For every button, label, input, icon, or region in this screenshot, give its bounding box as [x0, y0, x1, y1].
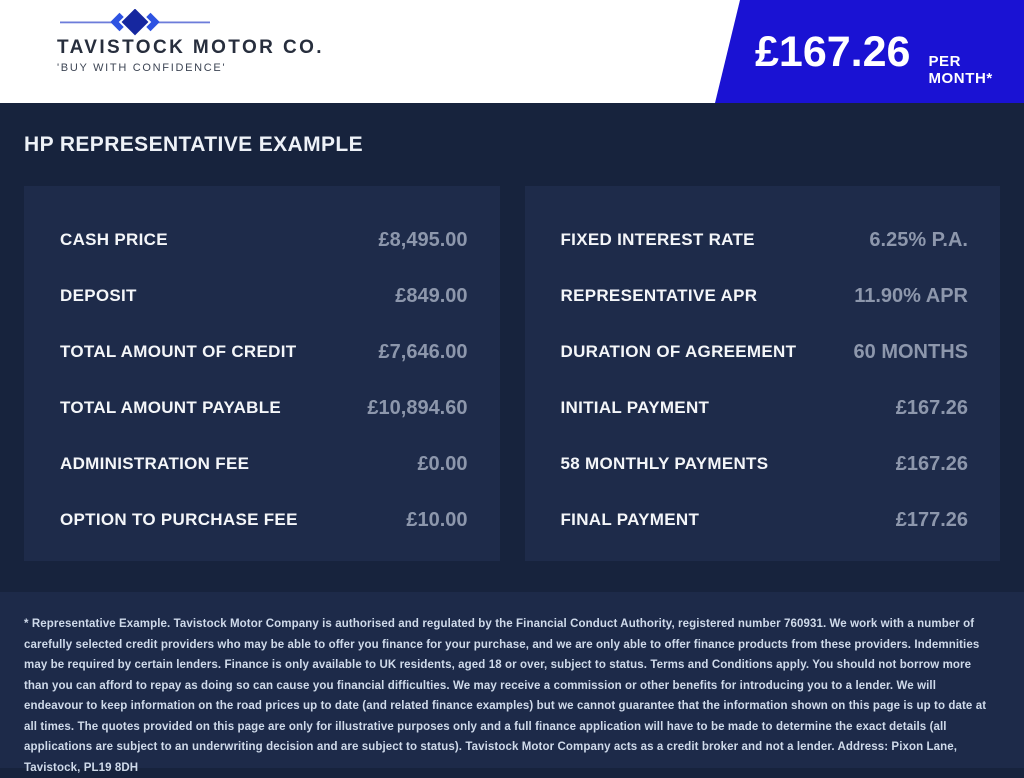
dealer-tagline: 'BUY WITH CONFIDENCE': [57, 62, 227, 74]
finance-row: REPRESENTATIVE APR 11.90% APR: [561, 268, 969, 324]
finance-row-label: FIXED INTEREST RATE: [560, 230, 755, 249]
finance-row-label: 58 MONTHLY PAYMENTS: [560, 454, 769, 473]
finance-row-value: £167.26: [895, 452, 968, 475]
finance-row-label: INITIAL PAYMENT: [560, 398, 710, 417]
finance-row-value: 60 MONTHS: [853, 340, 968, 363]
finance-row-value: £0.00: [417, 452, 468, 475]
finance-row-value: £167.26: [895, 396, 968, 419]
finance-row: INITIAL PAYMENT £167.26: [561, 380, 969, 436]
monthly-price-amount: £167.26: [755, 28, 911, 76]
header: TAVISTOCK MOTOR CO. 'BUY WITH CONFIDENCE…: [0, 0, 1024, 103]
finance-row-label: REPRESENTATIVE APR: [560, 286, 758, 305]
finance-row-label: TOTAL AMOUNT OF CREDIT: [60, 342, 297, 361]
finance-row: TOTAL AMOUNT OF CREDIT £7,646.00: [60, 324, 468, 380]
finance-row: 58 MONTHLY PAYMENTS £167.26: [561, 436, 969, 492]
legal-disclaimer: * Representative Example. Tavistock Moto…: [24, 618, 987, 774]
finance-row-value: 11.90% APR: [854, 284, 968, 307]
finance-row-label: OPTION TO PURCHASE FEE: [60, 510, 298, 529]
monthly-price-banner: £167.26 PER MONTH*: [715, 0, 1024, 103]
finance-row-value: £849.00: [395, 284, 468, 307]
finance-row-value: £10.00: [406, 508, 468, 531]
finance-row-label: DURATION OF AGREEMENT: [560, 342, 797, 361]
finance-row-label: DEPOSIT: [60, 286, 137, 305]
finance-panel-right: FIXED INTEREST RATE 6.25% P.A. REPRESENT…: [524, 186, 1000, 561]
main-content: HP REPRESENTATIVE EXAMPLE CASH PRICE £8,…: [0, 103, 1024, 561]
finance-row-label: ADMINISTRATION FEE: [60, 454, 250, 473]
dealer-logo: TAVISTOCK MOTOR CO. 'BUY WITH CONFIDENCE…: [57, 9, 324, 74]
finance-row: ADMINISTRATION FEE £0.00: [60, 436, 468, 492]
finance-row: OPTION TO PURCHASE FEE £10.00: [60, 492, 468, 548]
finance-row-label: CASH PRICE: [60, 230, 168, 249]
finance-row: DEPOSIT £849.00: [60, 268, 468, 324]
finance-row: FINAL PAYMENT £177.26: [561, 492, 969, 548]
finance-row: DURATION OF AGREEMENT 60 MONTHS: [561, 324, 969, 380]
monthly-price-period: PER MONTH*: [928, 53, 993, 87]
finance-panel-left: CASH PRICE £8,495.00 DEPOSIT £849.00 TOT…: [24, 186, 500, 561]
finance-row: TOTAL AMOUNT PAYABLE £10,894.60: [60, 380, 468, 436]
finance-row-value: £177.26: [895, 508, 968, 531]
finance-row-value: 6.25% P.A.: [869, 228, 968, 251]
finance-row-label: FINAL PAYMENT: [560, 510, 700, 529]
finance-row-value: £10,894.60: [367, 396, 468, 419]
finance-panels: CASH PRICE £8,495.00 DEPOSIT £849.00 TOT…: [24, 186, 1000, 561]
finance-row: CASH PRICE £8,495.00: [60, 212, 468, 268]
finance-row-value: £7,646.00: [378, 340, 468, 363]
finance-row-label: TOTAL AMOUNT PAYABLE: [60, 398, 282, 417]
finance-row-value: £8,495.00: [378, 228, 468, 251]
dealer-name: TAVISTOCK MOTOR CO.: [57, 37, 324, 58]
finance-row: FIXED INTEREST RATE 6.25% P.A.: [561, 212, 969, 268]
page-title: HP REPRESENTATIVE EXAMPLE: [24, 133, 364, 156]
footer: * Representative Example. Tavistock Moto…: [0, 592, 1024, 774]
diamond-logo-icon: [60, 9, 210, 36]
